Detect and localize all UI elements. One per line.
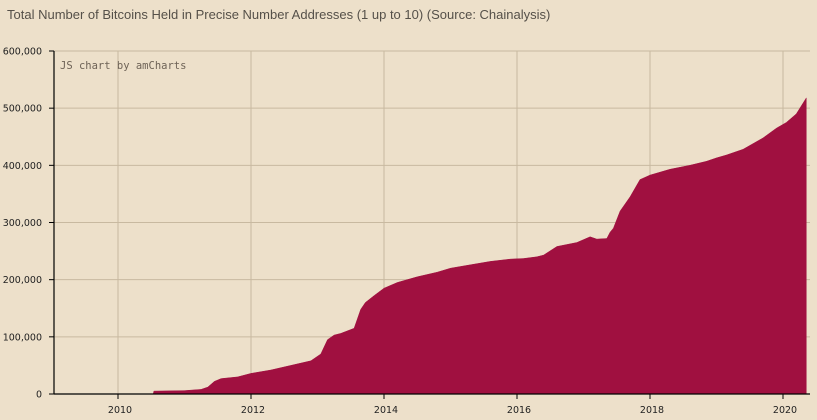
x-tick-label: 2014 bbox=[374, 405, 398, 416]
y-tick-label: 0 bbox=[36, 390, 42, 401]
y-tick-label: 600,000 bbox=[3, 47, 42, 58]
area-series bbox=[152, 97, 807, 395]
x-tick-label: 2020 bbox=[773, 405, 797, 416]
chart-title: Total Number of Bitcoins Held in Precise… bbox=[7, 7, 551, 22]
x-tick-label: 2018 bbox=[640, 405, 664, 416]
y-tick-label: 100,000 bbox=[3, 332, 42, 343]
x-tick-label: 2012 bbox=[241, 405, 265, 416]
amcharts-credit[interactable]: JS chart by amCharts bbox=[60, 60, 186, 72]
x-tick-label: 2016 bbox=[507, 405, 531, 416]
y-tick-label: 400,000 bbox=[3, 161, 42, 172]
y-tick-label: 300,000 bbox=[3, 218, 42, 229]
y-tick-label: 500,000 bbox=[3, 104, 42, 115]
y-axis: 0 100,000 200,000 300,000 400,000 500,000 600,… bbox=[3, 47, 55, 401]
x-tick-label: 2010 bbox=[108, 405, 132, 416]
x-axis: 2010 2012 2014 2016 2018 2020 bbox=[54, 393, 810, 416]
y-tick-label: 200,000 bbox=[3, 275, 42, 286]
